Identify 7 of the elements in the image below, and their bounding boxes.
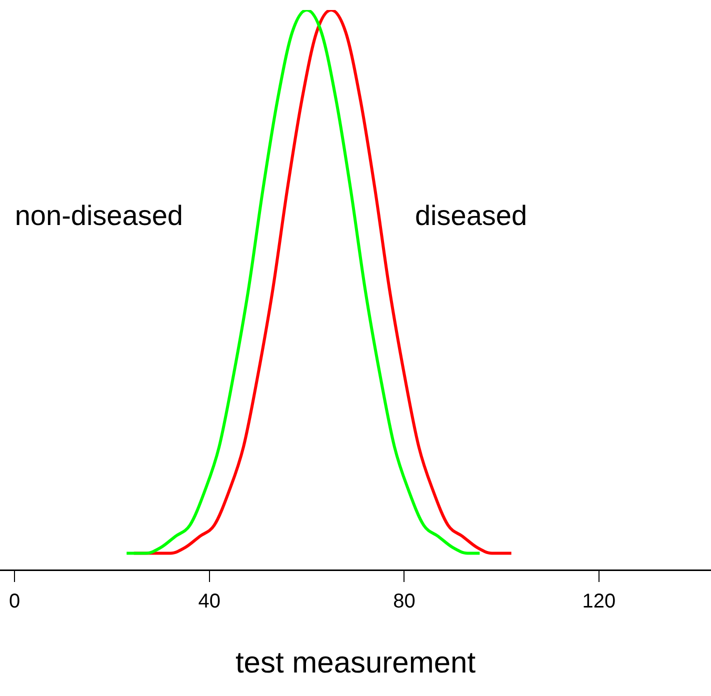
x-tick-label: 80: [393, 590, 416, 613]
x-tick-label: 0: [9, 590, 20, 613]
text: non-diseased: [14, 200, 183, 231]
x-tick-label: 40: [198, 590, 221, 613]
series-label: diseased: [414, 200, 528, 231]
x-tick-label: 120: [582, 590, 616, 613]
x-axis-title: test measurement: [235, 646, 476, 680]
